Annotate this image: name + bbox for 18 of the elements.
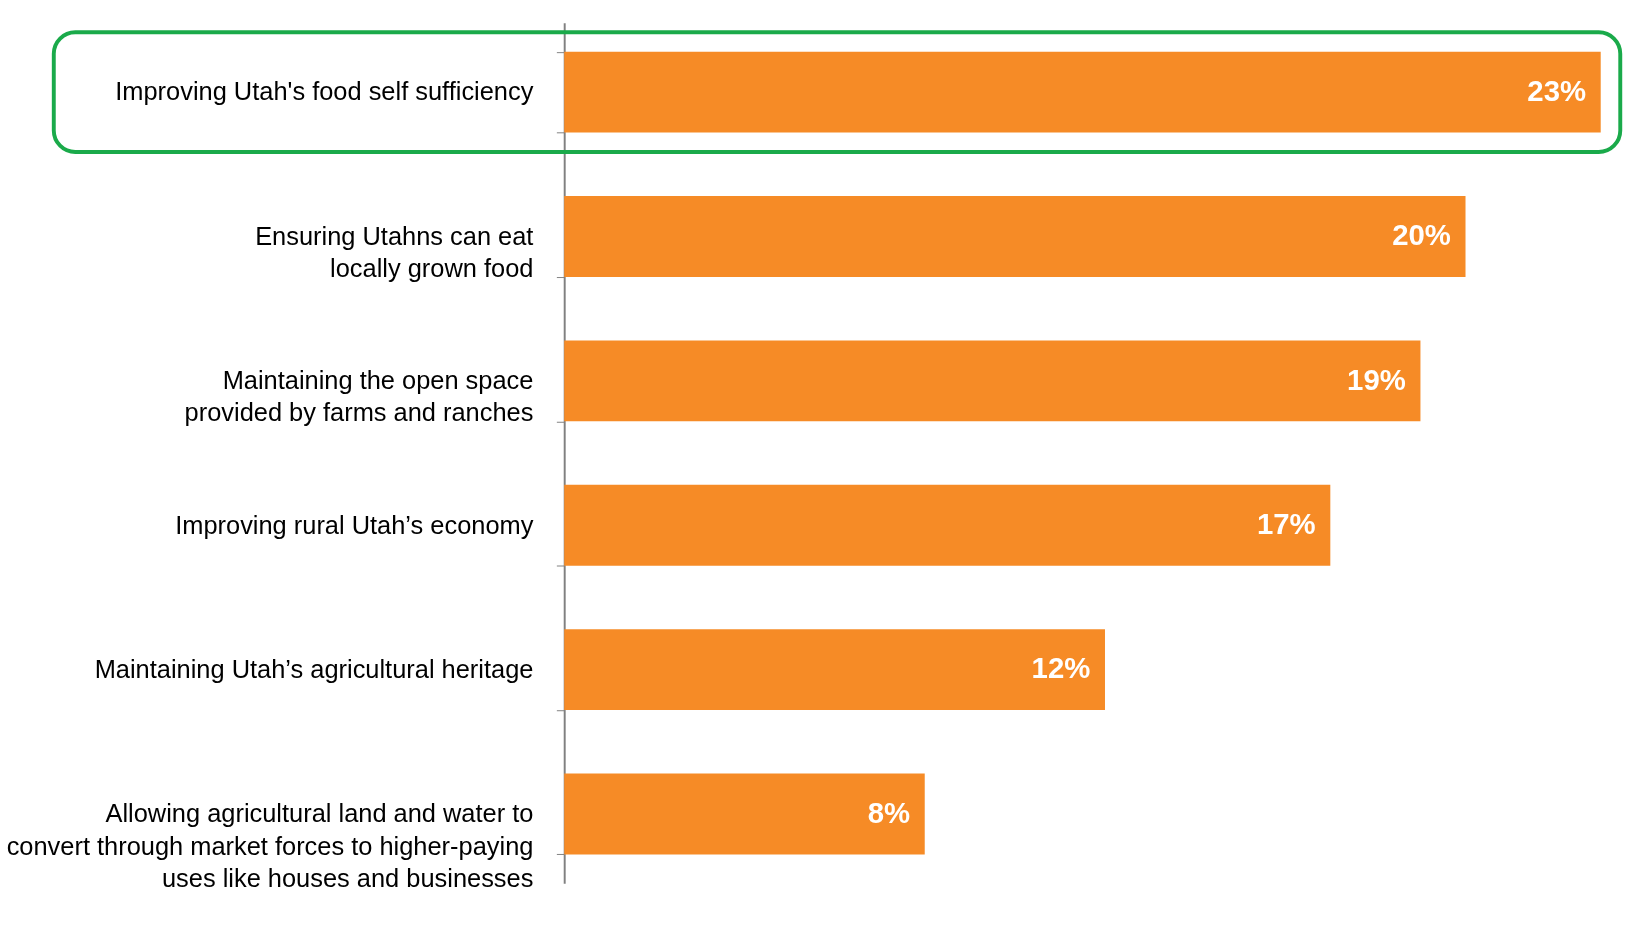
data-label: 8% <box>867 795 911 829</box>
data-label: 19% <box>1347 362 1406 396</box>
bar <box>564 340 1421 422</box>
bar <box>564 484 1331 566</box>
bar <box>564 773 925 855</box>
y-tick-label: Ensuring Utahns can eat locally grown food <box>255 221 534 283</box>
data-label: 12% <box>1031 651 1091 685</box>
bar <box>564 629 1105 711</box>
bar <box>564 51 1601 133</box>
y-tick-label: Allowing agricultural land and water to convert through market forces to higher-paying uses like houses and businesses <box>6 799 534 892</box>
y-tick-label: Maintaining Utah’s agricultural heritage <box>94 654 534 683</box>
bar <box>564 196 1466 277</box>
y-tick-label: Improving Utah's food self sufficiency <box>115 77 534 106</box>
data-label: 23% <box>1527 73 1587 107</box>
y-tick-label: Maintaining the open space provided by farms and ranches <box>184 366 534 427</box>
y-tick-label: Improving rural Utah’s economy <box>175 510 534 539</box>
data-label: 20% <box>1392 218 1451 252</box>
data-label: 17% <box>1256 507 1316 541</box>
